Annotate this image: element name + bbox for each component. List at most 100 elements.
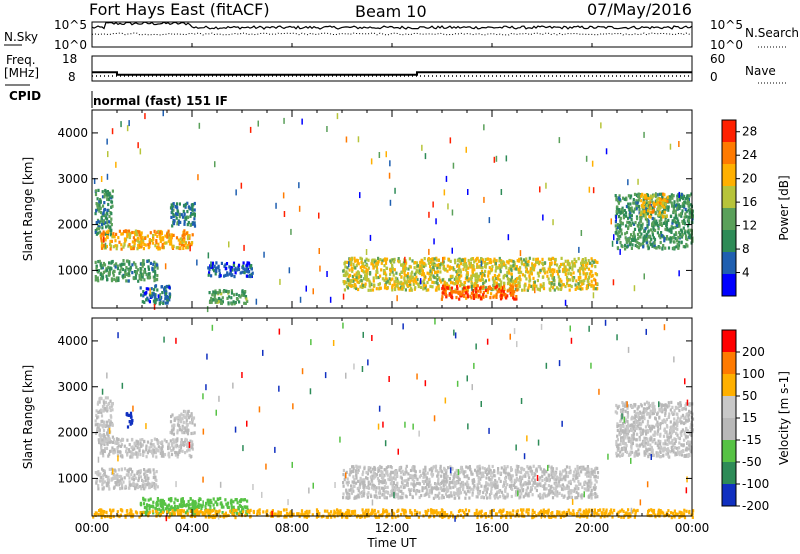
data-cell [402, 285, 405, 289]
data-cell [565, 471, 568, 475]
data-cell [481, 495, 484, 499]
data-cell [569, 481, 572, 486]
data-cell [538, 288, 541, 292]
data-cell [120, 243, 123, 247]
data-cell [346, 481, 349, 485]
data-cell [493, 156, 496, 163]
data-cell [401, 284, 404, 288]
data-cell [589, 272, 592, 276]
data-cell [374, 260, 377, 264]
data-cell [519, 479, 522, 483]
data-cell [120, 266, 123, 270]
data-cell [385, 496, 388, 500]
data-cell [476, 279, 479, 283]
data-cell [167, 453, 170, 457]
data-cell [412, 483, 415, 487]
data-cell [421, 264, 424, 268]
data-cell [579, 279, 582, 283]
data-cell [185, 418, 188, 422]
data-cell [541, 478, 544, 482]
data-cell [491, 471, 494, 475]
data-cell [486, 496, 489, 500]
data-cell [537, 465, 540, 469]
data-cell [100, 444, 103, 448]
data-cell [219, 300, 222, 304]
data-cell [243, 498, 246, 502]
data-cell [428, 248, 430, 255]
data-cell [511, 283, 514, 287]
data-cell [164, 234, 167, 238]
data-cell [244, 295, 248, 299]
data-cell [102, 399, 105, 403]
data-cell [550, 466, 553, 470]
data-cell [369, 271, 372, 275]
data-cell [519, 475, 522, 479]
data-cell [529, 486, 533, 490]
data-cell [109, 408, 112, 413]
data-cell [525, 267, 528, 271]
data-cell [345, 488, 348, 492]
data-cell [223, 274, 226, 278]
data-cell [220, 292, 223, 296]
data-cell [149, 468, 152, 472]
data-cell [143, 242, 146, 247]
data-cell [148, 274, 151, 278]
data-cell [146, 259, 149, 263]
data-cell [539, 270, 542, 274]
data-cell [184, 511, 187, 515]
data-cell [452, 162, 455, 169]
data-cell [387, 491, 390, 495]
data-cell [587, 267, 591, 271]
data-cell [419, 264, 422, 268]
data-cell [494, 262, 497, 266]
data-cell [361, 264, 364, 269]
data-cell [435, 256, 438, 260]
data-cell [410, 278, 413, 282]
data-cell [587, 472, 591, 476]
data-cell [131, 445, 134, 449]
data-cell [651, 233, 654, 237]
data-cell [367, 266, 370, 270]
data-cell [592, 287, 595, 291]
data-cell [542, 287, 546, 291]
data-cell [355, 275, 358, 279]
data-cell [587, 259, 590, 263]
data-cell [135, 271, 138, 275]
data-cell [182, 420, 185, 425]
data-cell [194, 501, 197, 505]
data-cell [689, 203, 692, 207]
data-cell [342, 492, 345, 496]
data-cell [590, 496, 593, 500]
data-cell [585, 287, 588, 291]
data-cell [452, 485, 455, 489]
data-cell [126, 425, 130, 429]
data-cell [623, 209, 626, 213]
data-cell [184, 437, 187, 441]
data-cell [449, 486, 452, 490]
data-cell [370, 158, 373, 165]
data-cell [187, 235, 190, 239]
data-cell [358, 275, 361, 279]
data-cell [375, 473, 378, 477]
data-cell [134, 487, 137, 491]
data-cell [656, 200, 659, 204]
data-cell [173, 418, 176, 422]
data-cell [106, 409, 109, 413]
data-cell [217, 291, 220, 295]
data-cell [172, 506, 175, 510]
data-cell [633, 285, 636, 292]
data-cell [559, 473, 562, 477]
data-cell [466, 278, 469, 282]
data-cell [174, 453, 177, 457]
data-cell [141, 235, 144, 240]
data-cell [362, 270, 365, 274]
data-cell [578, 246, 580, 253]
data-cell [208, 300, 212, 304]
data-cell [400, 476, 403, 480]
data-cell [483, 485, 486, 489]
data-cell [142, 262, 145, 266]
data-cell [577, 492, 580, 496]
data-cell [396, 277, 399, 281]
data-cell [373, 284, 376, 288]
data-cell [98, 203, 101, 207]
